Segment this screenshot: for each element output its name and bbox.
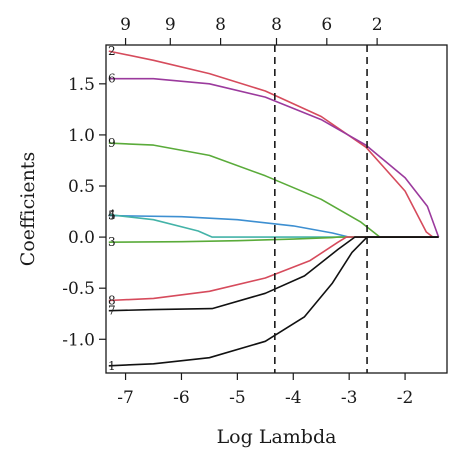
y-tick-label: -1.0	[62, 330, 95, 350]
y-tick-label: 0.5	[68, 177, 95, 197]
top-tick-label: 6	[321, 15, 332, 35]
curve-label-5: 5	[108, 209, 116, 223]
y-tick-label: -0.5	[62, 279, 95, 299]
curve-label-7: 7	[108, 304, 116, 318]
y-axis-title: Coefficients	[17, 152, 39, 266]
x-tick-label: -3	[341, 388, 358, 408]
y-axis: -1.0 -0.5 0.0 0.5 1.0 1.5	[62, 75, 106, 350]
series-lines-group	[108, 50, 440, 367]
x-tick-label: -6	[173, 388, 190, 408]
series-line-3	[108, 236, 439, 243]
series-line-8	[108, 236, 439, 302]
top-tick-label: 9	[120, 15, 131, 35]
x-axis: -7 -6 -5 -4 -3 -2	[117, 373, 413, 408]
curve-label-6: 6	[108, 72, 116, 86]
top-axis: 9 9 8 8 6 2	[120, 15, 383, 45]
series-line-9	[108, 142, 439, 238]
series-line-5	[108, 214, 439, 238]
top-tick-label: 8	[215, 15, 226, 35]
x-tick-label: -7	[117, 388, 134, 408]
curve-label-9: 9	[108, 136, 116, 150]
curve-label-2: 2	[108, 44, 116, 58]
x-axis-title: Log Lambda	[217, 426, 337, 448]
series-line-7	[108, 236, 439, 312]
curve-labels-group: 2 6 9 54 3 87 1	[108, 44, 116, 373]
series-line-6	[108, 77, 440, 238]
x-tick-label: -2	[397, 388, 414, 408]
curve-label-3: 3	[108, 235, 116, 249]
curve-label-1: 1	[108, 359, 116, 373]
y-tick-label: 0.0	[68, 228, 95, 248]
curve-label-8: 8	[108, 293, 116, 307]
y-tick-label: 1.5	[68, 75, 95, 95]
top-tick-label: 9	[165, 15, 176, 35]
top-tick-label: 2	[372, 15, 383, 35]
top-tick-label: 8	[271, 15, 282, 35]
series-line-4	[108, 213, 439, 238]
x-tick-label: -4	[285, 388, 302, 408]
x-tick-label: -5	[229, 388, 246, 408]
plot-frame	[105, 44, 448, 374]
y-tick-label: 1.0	[68, 126, 95, 146]
reference-lines-group	[274, 45, 368, 373]
curve-label-4: 4	[108, 208, 116, 222]
series-line-1	[108, 236, 439, 367]
